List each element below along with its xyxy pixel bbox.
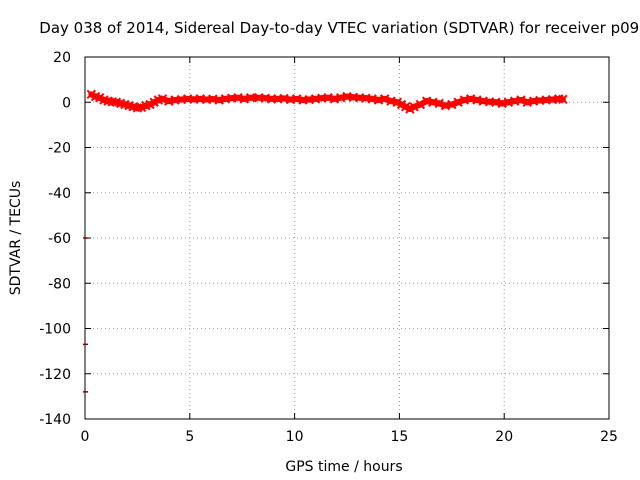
y-tick-label: 0 — [62, 95, 71, 111]
y-tick-label: -60 — [48, 231, 71, 247]
x-tick-label: 15 — [390, 429, 408, 445]
y-tick-label: -40 — [48, 186, 71, 202]
x-tick-label: 0 — [81, 429, 90, 445]
x-tick-label: 25 — [600, 429, 618, 445]
y-tick-label: -120 — [39, 367, 71, 383]
y-axis-label: SDTVAR / TECUs — [8, 181, 24, 296]
x-tick-label: 5 — [185, 429, 194, 445]
x-axis-ticks: 0 5 10 15 20 25 — [81, 57, 618, 445]
plot-frame — [84, 56, 610, 420]
y-tick-label: -100 — [39, 322, 71, 338]
grid-lines — [85, 57, 609, 419]
y-tick-label: 20 — [53, 50, 71, 66]
data-points — [83, 89, 568, 393]
y-axis-ticks: 20 0 -20 -40 -60 -80 -100 -120 -140 — [39, 50, 609, 428]
y-tick-label: -80 — [48, 276, 71, 292]
x-tick-label: 10 — [286, 429, 304, 445]
x-axis-label: GPS time / hours — [285, 459, 402, 475]
data-point — [558, 94, 568, 105]
y-tick-label: -20 — [48, 141, 71, 157]
chart-title: Day 038 of 2014, Sidereal Day-to-day VTE… — [39, 19, 640, 37]
x-tick-label: 20 — [495, 429, 513, 445]
y-tick-label: -140 — [39, 412, 71, 428]
